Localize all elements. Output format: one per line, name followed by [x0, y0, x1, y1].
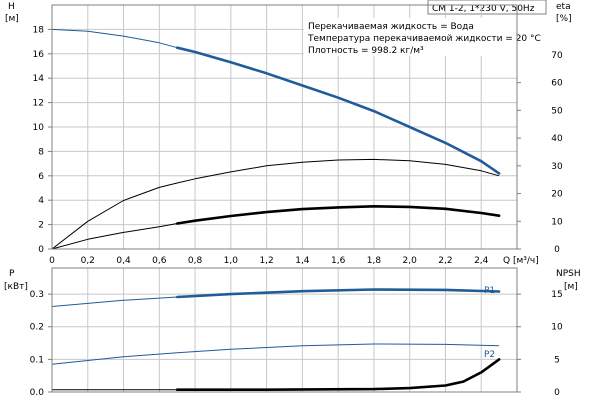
lower-plot-frame — [51, 267, 518, 393]
upper-y-right-tick-label: 30 — [551, 162, 563, 172]
upper-x-axis-label: Q [м³/ч] — [503, 256, 539, 266]
upper-y-left-tick-label: 0 — [38, 245, 44, 255]
upper-y-right-tick-label: 10 — [551, 217, 563, 227]
series-label-p2: P2 — [484, 350, 495, 360]
annotation-liquid: Перекачиваемая жидкость = Вода — [308, 22, 474, 32]
series-label-p1: P1 — [484, 286, 495, 296]
lower-y-left-tick-label: 0.2 — [30, 323, 44, 333]
annotation-background — [304, 18, 550, 56]
lower-series-0-bold-line — [175, 288, 501, 299]
upper-y-left-tick-label: 2 — [38, 221, 44, 231]
upper-series-0-thin-line — [51, 28, 178, 49]
upper-y-left-tick-label: 8 — [38, 147, 44, 157]
lower-y-right-label-1: NPSH — [556, 269, 581, 279]
lower-y-right-tick-label: 5 — [554, 355, 560, 365]
x-tick-label: 0,8 — [188, 256, 203, 266]
x-tick-label: 1,4 — [295, 256, 310, 266]
x-tick-label: 0 — [49, 256, 55, 266]
x-tick-label: 2,0 — [403, 256, 418, 266]
lower-y-left-tick-label: 0.3 — [30, 290, 44, 300]
x-tick-label: 0,2 — [81, 256, 95, 266]
upper-y-left-tick-label: 12 — [33, 99, 44, 109]
upper-y-left-tick-label: 6 — [38, 172, 44, 182]
lower-series-2-bold-line — [175, 358, 501, 391]
upper-y-left-tick-label: 16 — [33, 50, 45, 60]
upper-y-left-label-1: H — [8, 2, 15, 12]
upper-y-right-tick-label: 70 — [551, 51, 563, 61]
upper-y-right-tick-label: 50 — [551, 106, 563, 116]
upper-y-right-tick-label: 0 — [554, 245, 560, 255]
upper-series-0-bold-line — [175, 46, 501, 175]
x-tick-label: 1,6 — [331, 256, 346, 266]
lower-y-right-label-2: [м] — [564, 282, 578, 292]
x-tick-label: 0,4 — [116, 256, 131, 266]
x-tick-label: 1,2 — [259, 256, 273, 266]
curve-layer — [51, 28, 501, 391]
lower-y-left-label-1: P — [9, 269, 15, 279]
upper-y-right-label-1: eta — [556, 2, 571, 12]
lower-y-right-tick-label: 15 — [551, 290, 562, 300]
upper-plot-frame — [51, 4, 518, 250]
x-tick-label: 1,0 — [224, 256, 239, 266]
lower-y-right-tick-label: 0 — [554, 388, 560, 398]
x-tick-label: 2,2 — [438, 256, 452, 266]
annotation-temperature: Температура перекачиваемой жидкости = 20… — [307, 34, 541, 44]
upper-y-left-tick-label: 14 — [33, 74, 45, 84]
model-label: CM 1-2, 1*230 V, 50Hz — [432, 4, 535, 14]
upper-y-left-label-2: [м] — [5, 14, 19, 24]
upper-y-left-tick-label: 4 — [38, 196, 44, 206]
lower-y-right-tick-label: 10 — [551, 323, 563, 333]
upper-series-1-thin-line — [51, 158, 500, 250]
upper-y-left-tick-label: 10 — [33, 123, 45, 133]
annotation-density: Плотность = 998.2 кг/м³ — [308, 46, 424, 56]
upper-y-right-tick-label: 60 — [551, 79, 563, 89]
lower-series-1-thin-line — [51, 343, 500, 365]
lower-y-left-tick-label: 0.1 — [30, 355, 44, 365]
upper-y-right-tick-label: 20 — [551, 190, 563, 200]
x-tick-label: 0,6 — [152, 256, 167, 266]
upper-y-right-tick-label: 40 — [551, 134, 563, 144]
upper-series-2-bold-line — [175, 205, 501, 225]
x-tick-label: 2,4 — [474, 256, 489, 266]
upper-y-right-label-2: [%] — [556, 14, 572, 24]
lower-y-left-tick-label: 0.0 — [30, 388, 45, 398]
upper-y-left-tick-label: 18 — [33, 25, 45, 35]
lower-y-left-label-2: [кВт] — [4, 282, 28, 292]
x-tick-label: 1,8 — [367, 256, 382, 266]
upper-series-2-thin-line — [51, 223, 178, 250]
lower-series-0-thin-line — [51, 296, 178, 307]
